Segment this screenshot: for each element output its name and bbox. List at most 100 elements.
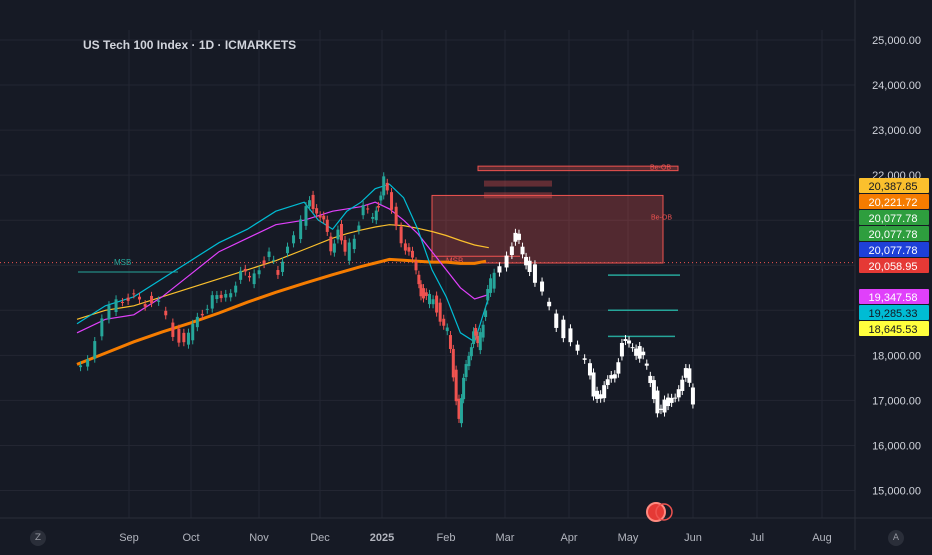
price-candle: [243, 268, 247, 272]
price-candle: [464, 364, 468, 378]
price-candle: [417, 274, 421, 285]
price-candle: [200, 313, 204, 316]
projection-candle: [516, 233, 521, 240]
projection-candle: [497, 266, 502, 273]
projection-candle: [641, 351, 646, 356]
y-tick-label: 17,000.00: [872, 395, 921, 407]
y-tick-label: 25,000.00: [872, 35, 921, 47]
msb-label: MSB: [446, 256, 463, 265]
projection-candle: [582, 358, 587, 360]
y-tick-label: 18,000.00: [872, 350, 921, 362]
timezone-button[interactable]: Z: [30, 530, 46, 546]
projection-candle: [504, 255, 509, 268]
x-tick-label: Jul: [750, 532, 764, 544]
projection-candle: [619, 342, 624, 357]
series-line-ma50: [76, 201, 489, 334]
price-candle: [352, 238, 356, 250]
projection-candle: [616, 362, 621, 374]
event-flag-icon-ring: [655, 503, 673, 521]
price-candle: [424, 292, 428, 296]
projection-candle: [540, 281, 545, 292]
price-candle: [262, 260, 266, 265]
price-candle: [469, 347, 473, 357]
price-candle: [478, 332, 482, 351]
price-candle: [407, 247, 411, 252]
order-block-box: [431, 194, 664, 264]
y-tick-label: 16,000.00: [872, 440, 921, 452]
projection-candle: [605, 379, 610, 386]
projection-candle: [634, 348, 639, 356]
price-candle: [435, 295, 439, 313]
x-tick-label: Aug: [812, 532, 832, 544]
msb-label: MSB: [114, 258, 131, 267]
auto-scale-button[interactable]: A: [888, 530, 904, 546]
price-label: 20,221.72: [869, 197, 918, 209]
price-candle: [276, 270, 280, 275]
price-label-bg: [859, 194, 929, 209]
price-candle: [451, 348, 455, 378]
projection-candle: [527, 260, 532, 273]
projection-candle: [595, 390, 600, 399]
projection-candle: [561, 319, 566, 339]
price-candle: [150, 295, 154, 304]
x-tick-label: May: [618, 532, 639, 544]
price-label: 19,285.33: [869, 308, 918, 320]
price-candle: [442, 318, 446, 326]
order-block-band: [484, 192, 552, 199]
price-candle: [379, 195, 383, 201]
price-candle: [457, 398, 461, 419]
projection-candle: [575, 344, 580, 351]
x-tick-label: 2025: [370, 532, 394, 544]
projection-candle: [609, 375, 614, 379]
price-candle: [329, 236, 333, 252]
price-candle: [374, 210, 378, 221]
x-tick-label: Mar: [496, 532, 515, 544]
price-candle: [484, 310, 488, 317]
price-candle: [347, 242, 351, 261]
price-candle: [459, 398, 463, 424]
price-candle: [399, 226, 403, 244]
projection-candle: [658, 408, 663, 411]
price-label: 20,077.78: [869, 213, 918, 225]
price-candle: [438, 302, 442, 322]
projection-candle: [568, 328, 573, 343]
price-candle: [410, 250, 414, 258]
price-candle: [182, 332, 186, 343]
price-candle: [257, 270, 261, 275]
price-candle: [428, 293, 432, 305]
price-label-bg: [859, 242, 929, 257]
price-candle: [239, 270, 243, 280]
price-candle: [454, 369, 458, 402]
price-candle: [390, 192, 394, 210]
x-tick-label: Sep: [119, 532, 139, 544]
projection-candle: [612, 374, 617, 379]
projection-candle: [554, 313, 559, 328]
price-candle: [292, 235, 296, 244]
price-label-bg: [859, 210, 929, 225]
x-tick-label: Jun: [684, 532, 702, 544]
projection-candle: [598, 394, 603, 399]
price-candle: [336, 229, 340, 240]
price-candle: [486, 289, 490, 301]
price-candle: [191, 323, 195, 341]
projection-candle: [662, 399, 667, 413]
price-candle: [114, 299, 118, 313]
price-candle: [376, 205, 380, 208]
price-candle: [107, 305, 111, 320]
price-candle: [481, 324, 485, 338]
series-line-ma100: [76, 224, 489, 320]
price-candle: [252, 273, 256, 285]
order-block-band: [484, 180, 552, 187]
projection-candle: [676, 389, 681, 398]
price-candle: [474, 328, 478, 336]
price-candle: [286, 246, 290, 254]
price-candle: [195, 316, 199, 328]
price-candle: [281, 261, 285, 272]
projection-candle: [666, 397, 671, 407]
price-candle: [318, 215, 322, 218]
projection-candle: [683, 368, 688, 378]
price-candle: [132, 293, 136, 295]
projection-candle: [687, 368, 692, 383]
